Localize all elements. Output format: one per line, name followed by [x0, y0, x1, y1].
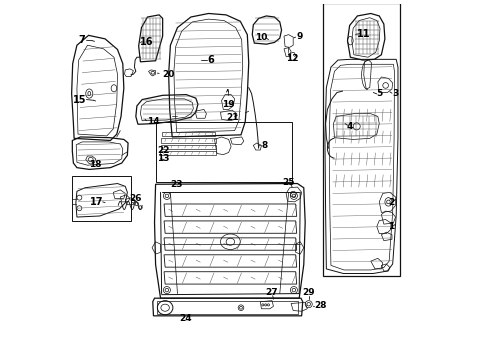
Text: 24: 24 — [179, 314, 191, 323]
Text: 25: 25 — [282, 178, 294, 187]
Text: 1: 1 — [387, 222, 393, 231]
Text: 29: 29 — [302, 288, 314, 297]
Bar — [322, 3, 400, 276]
Text: 15: 15 — [73, 95, 86, 104]
Text: 13: 13 — [157, 154, 169, 163]
Text: 4: 4 — [346, 122, 352, 131]
Text: 11: 11 — [356, 28, 370, 39]
Text: 3: 3 — [391, 89, 397, 98]
Text: 9: 9 — [296, 32, 303, 41]
Text: 10: 10 — [255, 33, 267, 42]
Bar — [157, 301, 298, 314]
Text: 7: 7 — [79, 35, 85, 45]
Text: 8: 8 — [261, 141, 267, 150]
Text: 18: 18 — [89, 159, 102, 168]
Text: 5: 5 — [375, 89, 382, 98]
Text: 2: 2 — [387, 198, 393, 207]
Text: 6: 6 — [207, 55, 214, 65]
Bar — [155, 122, 292, 182]
Text: 22: 22 — [157, 145, 169, 154]
Bar — [72, 176, 130, 221]
Text: 27: 27 — [265, 288, 278, 297]
Text: 21: 21 — [225, 113, 238, 122]
Text: 28: 28 — [314, 301, 326, 310]
Text: 14: 14 — [147, 117, 160, 126]
Text: 26: 26 — [129, 194, 141, 203]
Text: 19: 19 — [222, 100, 234, 109]
Text: 12: 12 — [285, 54, 298, 63]
Text: 23: 23 — [170, 180, 183, 189]
Text: 17: 17 — [90, 197, 103, 207]
Text: 20: 20 — [163, 70, 175, 79]
Text: 16: 16 — [140, 37, 153, 47]
